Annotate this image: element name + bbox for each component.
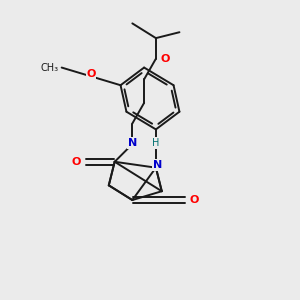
Text: O: O <box>71 157 81 167</box>
Text: O: O <box>86 69 96 79</box>
Text: CH₃: CH₃ <box>40 63 59 73</box>
Text: N: N <box>153 160 162 170</box>
Text: N: N <box>128 138 137 148</box>
Text: H: H <box>152 138 160 148</box>
Text: O: O <box>190 195 199 205</box>
Text: O: O <box>160 54 170 64</box>
